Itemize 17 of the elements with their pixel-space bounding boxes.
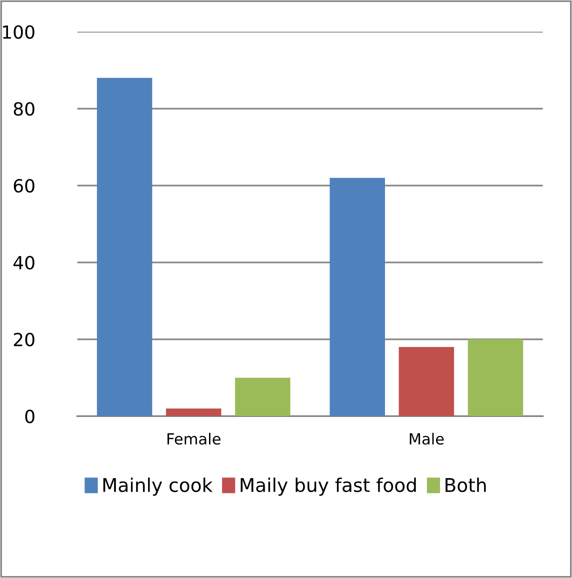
y-tick-label: 60 xyxy=(14,178,34,193)
bar xyxy=(166,408,222,416)
legend-label: Both xyxy=(446,478,486,492)
legend-label: Maily buy fast food xyxy=(240,478,416,496)
y-tick-label: 80 xyxy=(14,102,34,116)
y-tick-label: 100 xyxy=(3,25,34,39)
x-tick-label: Male xyxy=(410,432,444,445)
bar xyxy=(398,346,454,416)
y-tick-label: 20 xyxy=(14,332,34,346)
bar xyxy=(468,339,524,416)
x-tick-label: Female xyxy=(168,432,220,445)
legend-label: Mainly cook xyxy=(103,478,213,496)
y-tick-label: 40 xyxy=(13,256,34,270)
bar xyxy=(235,378,290,416)
bar xyxy=(330,178,385,416)
y-tick-label: 0 xyxy=(25,410,34,424)
bar xyxy=(96,78,152,416)
